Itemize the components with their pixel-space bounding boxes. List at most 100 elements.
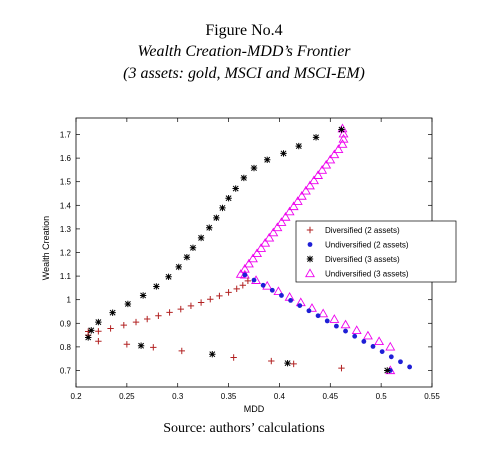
x-tick-label: 0.55 bbox=[424, 392, 440, 401]
star-point bbox=[175, 263, 182, 271]
triangle-point bbox=[325, 154, 336, 164]
triangle-point bbox=[292, 196, 303, 205]
plus-point bbox=[244, 277, 252, 285]
y-tick-label: 1.4 bbox=[60, 201, 72, 210]
figure-title: Wealth Creation-MDD’s Frontier bbox=[137, 43, 351, 60]
figure-subtitle: (3 assets: gold, MSCI and MSCI-EM) bbox=[123, 65, 365, 82]
plus-point bbox=[123, 341, 131, 348]
series-star bbox=[85, 126, 391, 374]
star-point bbox=[189, 244, 197, 251]
dot-point bbox=[379, 349, 385, 355]
legend-label: Diversified (2 assets) bbox=[325, 226, 400, 235]
triangle-point bbox=[304, 180, 315, 190]
star-point bbox=[109, 309, 116, 316]
triangle-point bbox=[268, 227, 279, 237]
plus-point bbox=[338, 364, 345, 372]
y-tick-label: 1.2 bbox=[60, 249, 72, 258]
triangle-point bbox=[338, 128, 349, 138]
y-tick-label: 0.8 bbox=[60, 343, 72, 352]
triangle-point bbox=[340, 319, 351, 329]
x-tick-label: 0.5 bbox=[376, 392, 388, 401]
plus-point bbox=[95, 328, 102, 335]
dot-point bbox=[333, 323, 339, 329]
triangle-point bbox=[317, 165, 328, 174]
triangle-point bbox=[272, 222, 283, 232]
star-point bbox=[183, 254, 191, 261]
star-point bbox=[284, 359, 291, 367]
legend-label: Diversified (3 assets) bbox=[325, 255, 400, 264]
triangle-point bbox=[284, 206, 295, 216]
dot-point bbox=[279, 293, 284, 298]
dot-point bbox=[315, 313, 321, 319]
figure-label: Figure No.4 bbox=[205, 22, 283, 39]
dot-point bbox=[288, 298, 294, 303]
y-tick-label: 0.7 bbox=[60, 366, 72, 375]
dot-point bbox=[297, 303, 303, 308]
plus-point bbox=[95, 338, 102, 345]
star-point bbox=[264, 156, 271, 163]
legend-marker-triangle bbox=[305, 268, 315, 278]
plus-point bbox=[177, 305, 184, 313]
star-point bbox=[384, 367, 391, 374]
triangle-point bbox=[256, 243, 267, 252]
legend-label: Undiversified (2 assets) bbox=[325, 241, 409, 250]
star-point bbox=[280, 150, 287, 157]
star-point bbox=[338, 126, 345, 133]
star-point bbox=[295, 142, 302, 150]
y-tick-label: 0.9 bbox=[60, 319, 72, 328]
triangle-point bbox=[300, 185, 311, 195]
plus-point bbox=[166, 309, 173, 316]
y-tick-label: 1.7 bbox=[60, 131, 72, 140]
x-tick-label: 0.3 bbox=[172, 392, 184, 401]
star-point bbox=[137, 342, 145, 349]
star-point bbox=[165, 273, 172, 281]
star-point bbox=[153, 283, 160, 290]
y-axis-label: Wealth Creation bbox=[41, 216, 51, 280]
x-axis-label: MDD bbox=[244, 404, 265, 414]
x-tick-label: 0.4 bbox=[274, 392, 286, 401]
plus-point bbox=[150, 344, 157, 351]
y-tick-label: 1.1 bbox=[60, 272, 72, 281]
triangle-point bbox=[264, 232, 275, 242]
plus-point bbox=[120, 321, 128, 329]
plus-point bbox=[216, 292, 223, 300]
plus-point bbox=[132, 318, 140, 326]
triangle-point bbox=[337, 139, 348, 148]
plus-point bbox=[197, 299, 205, 306]
star-point bbox=[240, 174, 248, 182]
dot-point bbox=[269, 287, 275, 293]
triangle-point bbox=[252, 248, 263, 258]
star-point bbox=[232, 185, 239, 192]
star-point bbox=[213, 214, 220, 222]
triangle-point bbox=[321, 159, 332, 169]
plus-point bbox=[207, 296, 214, 303]
triangle-point bbox=[318, 308, 329, 318]
plus-point bbox=[290, 360, 297, 368]
x-tick-label: 0.45 bbox=[322, 392, 338, 401]
legend-marker-star bbox=[306, 255, 314, 263]
triangle-point bbox=[248, 253, 258, 263]
plus-point bbox=[233, 285, 240, 293]
star-point bbox=[250, 164, 258, 172]
series-dot bbox=[242, 272, 413, 373]
star-point bbox=[88, 327, 95, 334]
triangle-point bbox=[329, 149, 340, 159]
triangle-point bbox=[273, 286, 284, 296]
dot-point bbox=[260, 282, 266, 288]
plus-point bbox=[187, 302, 195, 310]
triangle-point bbox=[296, 190, 307, 200]
legend-marker-plus bbox=[306, 226, 314, 234]
triangle-point bbox=[243, 258, 254, 268]
chart-marks bbox=[85, 123, 413, 375]
star-point bbox=[206, 224, 213, 231]
star-point bbox=[197, 234, 205, 242]
star-point bbox=[312, 134, 320, 141]
plus-point bbox=[107, 325, 114, 332]
triangle-point bbox=[329, 314, 340, 323]
x-tick-label: 0.25 bbox=[119, 392, 135, 401]
plus-point bbox=[230, 354, 237, 361]
triangle-point bbox=[385, 341, 396, 351]
plus-point bbox=[268, 357, 275, 365]
x-tick-label: 0.35 bbox=[221, 392, 237, 401]
